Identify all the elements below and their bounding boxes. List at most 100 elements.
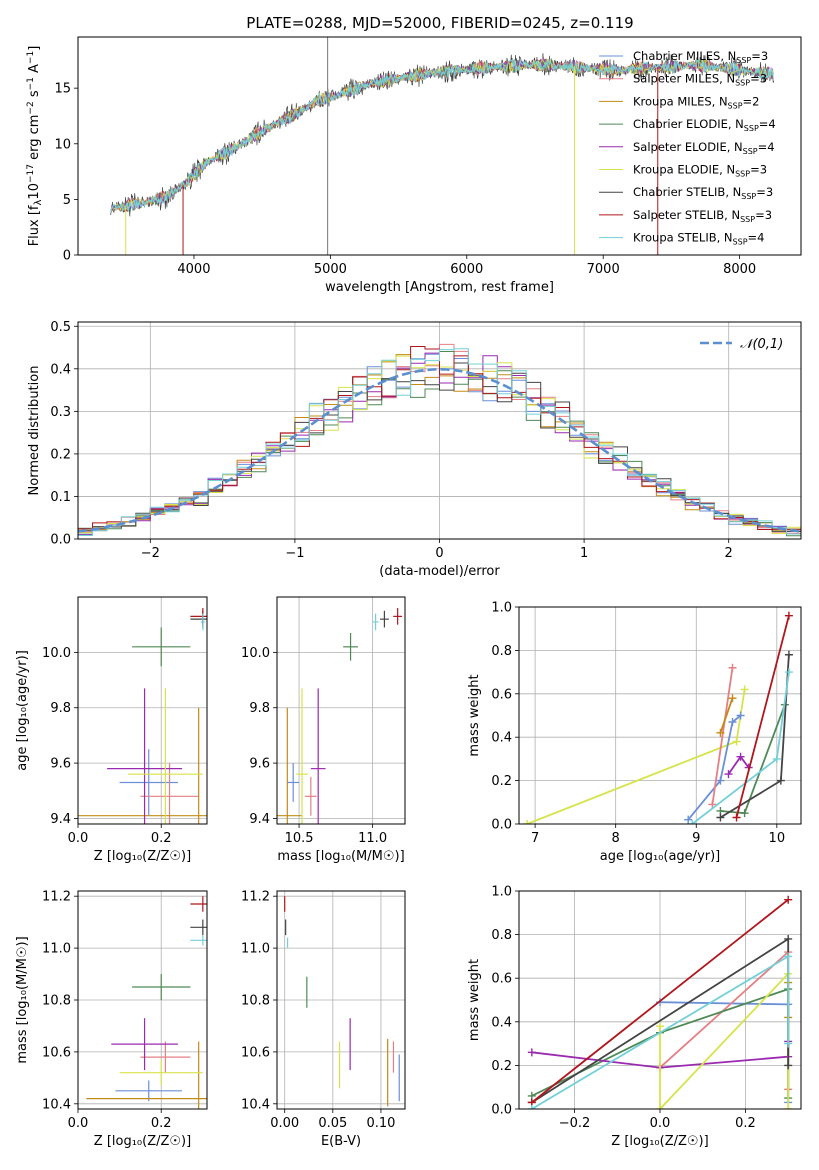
weight-marker — [784, 1061, 793, 1070]
spectrum-kroupa-stelib — [110, 58, 774, 213]
errorbar-chabrier-miles — [115, 1080, 183, 1102]
weight-marker — [527, 1048, 536, 1057]
y-tick-label: 0.0 — [50, 533, 71, 548]
errorbar-kroupa-stelib — [190, 935, 207, 946]
weight-marker — [772, 754, 781, 763]
errorbar-chabrier-miles — [119, 749, 178, 816]
figure-title: PLATE=0288, MJD=52000, FIBERID=0245, z=0… — [246, 14, 633, 32]
y-tick-label: 15 — [54, 82, 71, 97]
legend-val: =3 — [755, 208, 772, 222]
y-tick-label: 0.0 — [491, 1103, 512, 1118]
x-tick-label: 8000 — [723, 262, 756, 277]
age-vs-mass-panel: 10.5 11.0 9.4 9.6 9.8 10.0 mass [log₁₀(M/M☉)] — [241, 596, 406, 864]
legend-val: =4 — [759, 117, 776, 131]
y-label-part: Flux [f — [27, 205, 42, 246]
errorbar-salpeter-miles — [304, 776, 317, 816]
axes: −2 −1 0 1 2 0.0 0.1 0.2 0.3 0.4 0.5 (data-model)/er… — [27, 320, 802, 579]
x-axis-label: Z [log₁₀(Z/Z☉)] — [94, 1134, 191, 1149]
x-tick-label: 10.5 — [285, 831, 314, 846]
legend-val: =2 — [743, 94, 760, 108]
legend-label: Kroupa ELODIE, NSSP=3 — [633, 163, 767, 179]
weight-marker — [736, 752, 745, 761]
errorbar-kroupa-miles — [78, 707, 207, 824]
y-axis-label: age [log₁₀(age/yr)] — [15, 650, 30, 771]
y-tick-label: 5 — [63, 193, 71, 208]
grid — [519, 606, 801, 825]
weight-marker — [708, 800, 717, 809]
legend-val: =4 — [758, 140, 775, 154]
y-tick-label: 11.2 — [42, 890, 71, 905]
x-axis-label: age [log₁₀(age/yr)] — [600, 849, 721, 864]
x-tick-label: 7 — [531, 831, 539, 846]
weight-line-chabrier-miles — [687, 714, 742, 821]
y-tick-label: 10.6 — [42, 1045, 71, 1060]
axes-frame — [518, 606, 802, 825]
weight-marker — [784, 895, 793, 904]
axes: −0.2 0.0 0.2 0.0 0.2 0.4 0.6 0.8 1.0 Z [log₁₀(Z/Z… — [467, 885, 802, 1149]
legend-val: =3 — [750, 163, 767, 177]
weight-vs-metallicity-panel: −0.2 0.0 0.2 0.0 0.2 0.4 0.6 0.8 1.0 Z [log₁₀(Z/Z… — [467, 885, 802, 1149]
errorbar-kroupa-stelib — [200, 613, 205, 631]
legend-sub: SSP — [728, 101, 743, 110]
weight-marker — [740, 685, 749, 694]
plot-area — [284, 896, 400, 1107]
y-tick-label: 0.2 — [491, 1059, 512, 1074]
y-tick-label: 9.6 — [50, 757, 71, 772]
x-tick-label: 0.2 — [735, 1116, 756, 1131]
x-tick-label: 7000 — [587, 262, 620, 277]
legend-sub: SSP — [735, 79, 750, 88]
errorbar-salpeter-stelib — [393, 608, 403, 625]
legend-label: Salpeter ELODIE, NSSP=4 — [633, 140, 775, 156]
y-tick-label: 10.0 — [42, 646, 71, 661]
x-tick-label: 5000 — [314, 262, 347, 277]
grid — [77, 597, 207, 824]
weight-marker — [523, 820, 532, 824]
grid — [277, 597, 405, 824]
weight-line-salpeter-stelib — [531, 898, 789, 1104]
legend-val: =3 — [751, 49, 768, 63]
errorbar-chabrier-elodie — [132, 627, 191, 667]
legend-label: Chabrier ELODIE, NSSP=4 — [633, 117, 776, 133]
weight-marker — [784, 934, 793, 943]
plot-area — [523, 611, 793, 824]
x-axis-label: (data-model)/error — [379, 564, 500, 579]
plot-area — [86, 896, 207, 1109]
grid — [77, 891, 207, 1109]
age-vs-metallicity-panel: 0.0 0.2 9.4 9.6 9.8 10.0 Z [log₁₀(Z/Z☉)] age [l… — [15, 596, 208, 864]
x-axis-label: Z [log₁₀(Z/Z☉)] — [611, 1134, 708, 1149]
axes: 0.0 0.2 10.4 10.6 10.8 11.0 11.2 Z [log₁₀(Z/Z☉)… — [15, 890, 208, 1149]
x-tick-label: 0.05 — [318, 1116, 347, 1131]
legend-name: Chabrier ELODIE, N — [633, 117, 744, 131]
errorbar-chabrier-elodie — [132, 974, 191, 1000]
axes: 7 8 9 10 0.0 0.2 0.4 0.6 0.8 1.0 age [log₁₀(age/yr… — [467, 601, 802, 864]
weight-vs-age-panel: 7 8 9 10 0.0 0.2 0.4 0.6 0.8 1.0 age [log₁₀(age/yr… — [467, 601, 802, 864]
x-tick-label: 0.2 — [151, 1116, 172, 1131]
y-label-part: −1 — [26, 51, 36, 64]
y-tick-label: 0.8 — [491, 928, 512, 943]
axes-frame — [518, 890, 802, 1110]
errorbar-salpeter-stelib — [190, 896, 207, 912]
residuals-panel: −2 −1 0 1 2 0.0 0.1 0.2 0.3 0.4 0.5 (data-model)/er… — [27, 320, 802, 579]
y-tick-label: 10.4 — [241, 1097, 270, 1112]
errorbar-salpeter-elodie — [111, 1018, 178, 1071]
legend-label: Kroupa MILES, NSSP=2 — [633, 94, 759, 110]
errorbar-chabrier-miles — [287, 763, 300, 802]
legend-sub: SSP — [741, 192, 756, 201]
errorbar-kroupa-stelib — [372, 613, 379, 631]
legend-name: Kroupa ELODIE, N — [633, 163, 735, 177]
weight-marker — [716, 813, 725, 822]
legend-val: =4 — [748, 231, 765, 245]
y-tick-label: 9.8 — [249, 701, 270, 716]
weight-marker — [688, 820, 697, 824]
weight-marker — [656, 1105, 664, 1109]
weight-marker — [728, 663, 737, 672]
histogram-salpeter-stelib — [78, 346, 801, 531]
errorbar-salpeter-elodie — [310, 688, 326, 824]
x-tick-label: 6000 — [450, 262, 483, 277]
errorbar-kroupa-elodie — [127, 688, 203, 824]
y-tick-label: 0.0 — [491, 818, 512, 833]
legend-sub: SSP — [743, 147, 758, 156]
y-tick-label: 1.0 — [491, 601, 512, 616]
